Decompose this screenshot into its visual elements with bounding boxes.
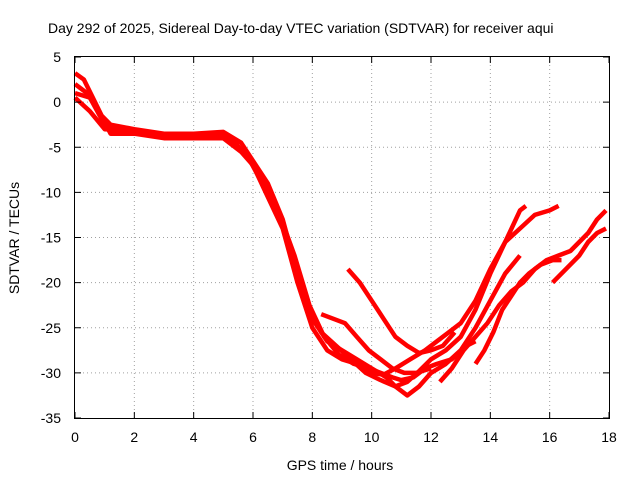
y-tick-label: -25 xyxy=(41,320,61,336)
y-tick-label: -15 xyxy=(41,230,61,246)
series-line-track-7 xyxy=(438,208,608,384)
series-line-track-2 xyxy=(73,82,560,377)
x-tick-label: 2 xyxy=(130,429,138,445)
y-tick-label: 0 xyxy=(53,94,61,110)
y-tick-label: -30 xyxy=(41,365,61,381)
x-tick-label: 16 xyxy=(542,429,558,445)
y-tick-label: -35 xyxy=(41,410,61,426)
x-tick-label: 8 xyxy=(308,429,316,445)
x-tick-label: 12 xyxy=(423,429,439,445)
chart-title: Day 292 of 2025, Sidereal Day-to-day VTE… xyxy=(48,20,554,36)
y-tick-label: -10 xyxy=(41,184,61,200)
y-tick-label: -5 xyxy=(49,139,62,155)
x-tick-label: 0 xyxy=(71,429,79,445)
y-axis-label: SDTVAR / TECUs xyxy=(6,182,22,294)
y-tick-label: 5 xyxy=(53,49,61,65)
plot-frame xyxy=(74,56,610,419)
x-tick-label: 18 xyxy=(601,429,617,445)
grid-lines xyxy=(75,57,609,418)
x-tick-label: 10 xyxy=(364,429,380,445)
x-axis-label: GPS time / hours xyxy=(287,457,394,473)
x-tick-label: 4 xyxy=(190,429,198,445)
axis-ticks: 0 2 4 6 8 10 12 14 16 18 5 0 -5 -10 -15 -20 -25 -30 -35 xyxy=(41,49,617,445)
series-line-track-4 xyxy=(73,95,477,383)
x-tick-label: 14 xyxy=(483,429,499,445)
y-tick-label: -20 xyxy=(41,275,61,291)
x-tick-label: 6 xyxy=(249,429,257,445)
series-line-track-6 xyxy=(346,267,457,356)
series-group xyxy=(73,71,608,398)
series-line-track-8 xyxy=(473,257,562,366)
series-line-track-9 xyxy=(551,226,608,285)
series-line-track-1 xyxy=(73,71,522,398)
series-line-track-5 xyxy=(320,312,432,376)
